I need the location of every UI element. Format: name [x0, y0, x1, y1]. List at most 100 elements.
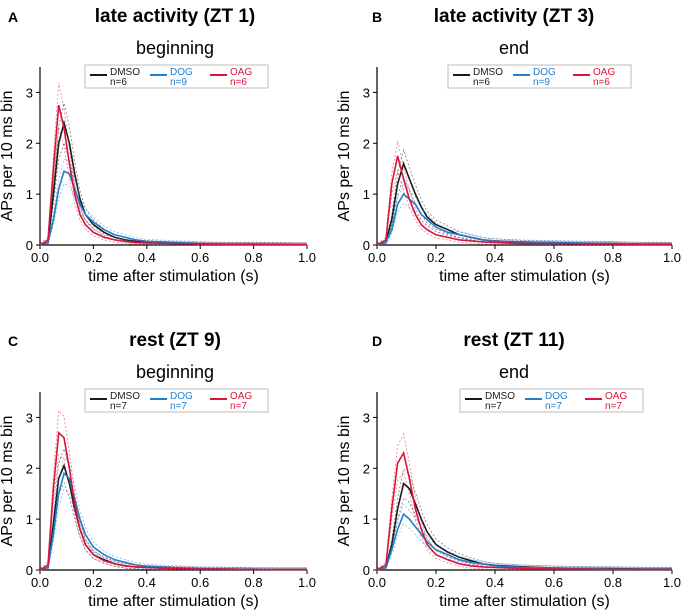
- legend-label-oag: OAG: [230, 391, 252, 402]
- series-oag-line: [39, 430, 307, 571]
- legend-n-dog: n=9: [170, 77, 187, 88]
- series-oag-upper-bound: [376, 141, 672, 244]
- series-dmso-lower-bound: [39, 141, 307, 246]
- y-tick-label: 1: [363, 187, 370, 202]
- y-tick-label: 1: [363, 512, 370, 527]
- x-tick-label: 1.0: [298, 575, 316, 590]
- series-oag-upper-bound: [39, 82, 307, 244]
- x-tick-label: 0.0: [31, 575, 49, 590]
- x-tick-label: 0.2: [427, 250, 445, 265]
- y-axis-label: APs per 10 ms bin: [336, 416, 353, 547]
- legend-label-dmso: DMSO: [485, 391, 515, 402]
- legend-box: [447, 64, 632, 89]
- x-tick-label: 0.2: [427, 575, 445, 590]
- series-dog-line: [376, 192, 672, 246]
- panel-title: rest (ZT 9): [129, 330, 221, 351]
- series-oag-upper-bound: [376, 432, 672, 569]
- y-tick-label: 1: [26, 512, 33, 527]
- legend-n-dmso: n=6: [110, 77, 127, 88]
- x-tick-label: 0.4: [138, 250, 156, 265]
- legend-label-oag: OAG: [593, 67, 615, 78]
- legend-box: [84, 64, 269, 89]
- series-dog-lower-bound: [39, 488, 307, 571]
- series-oag-lower-bound: [39, 127, 307, 246]
- x-tick-label: 0.8: [245, 575, 263, 590]
- x-tick-label: 0.4: [138, 575, 156, 590]
- y-axis-label: APs per 10 ms bin: [336, 91, 353, 222]
- panel-letter: C: [8, 333, 18, 349]
- x-axis-label: time after stimulation (s): [88, 593, 259, 610]
- panel-subtitle: end: [499, 362, 529, 382]
- y-tick-label: 0: [363, 563, 370, 578]
- x-tick-label: 0.0: [31, 250, 49, 265]
- x-tick-label: 1.0: [663, 250, 681, 265]
- legend-n-dog: n=7: [545, 401, 562, 412]
- y-axis-label: APs per 10 ms bin: [0, 91, 16, 222]
- y-axis-label: APs per 10 ms bin: [0, 416, 16, 547]
- x-tick-label: 0.4: [486, 250, 504, 265]
- panel-title: late activity (ZT 3): [434, 6, 595, 27]
- legend-label-dmso: DMSO: [110, 391, 140, 402]
- y-tick-label: 0: [26, 238, 33, 253]
- legend-label-oag: OAG: [605, 391, 627, 402]
- legend-label-dog: DOG: [170, 391, 193, 402]
- y-tick-label: 3: [26, 85, 33, 100]
- x-tick-label: 0.6: [191, 250, 209, 265]
- legend-label-oag: OAG: [230, 67, 252, 78]
- series-dmso-lower-bound: [376, 176, 672, 246]
- panel-letter: D: [372, 333, 382, 349]
- panel-title: late activity (ZT 1): [95, 6, 256, 27]
- legend-n-dog: n=7: [170, 401, 187, 412]
- panel-letter: B: [372, 9, 382, 25]
- x-axis-label: time after stimulation (s): [88, 268, 259, 285]
- series-dmso-upper-bound: [39, 103, 307, 244]
- y-tick-label: 2: [363, 461, 370, 476]
- legend-n-oag: n=7: [230, 401, 247, 412]
- series-dmso-upper-bound: [376, 468, 672, 569]
- legend-n-oag: n=6: [593, 77, 610, 88]
- series-oag-line: [376, 450, 672, 571]
- series-oag-lower-bound: [39, 454, 307, 571]
- panel-letter: A: [8, 9, 18, 25]
- y-tick-label: 3: [363, 410, 370, 425]
- legend-label-dog: DOG: [170, 67, 193, 78]
- x-tick-label: 1.0: [298, 250, 316, 265]
- legend-n-dmso: n=7: [110, 401, 127, 412]
- x-axis-label: time after stimulation (s): [439, 268, 610, 285]
- panel-subtitle: beginning: [136, 38, 214, 58]
- x-axis-label: time after stimulation (s): [439, 593, 610, 610]
- panel-title: rest (ZT 11): [463, 330, 564, 351]
- y-tick-label: 2: [26, 461, 33, 476]
- series-dmso-line: [39, 119, 307, 246]
- y-tick-label: 1: [26, 187, 33, 202]
- y-tick-label: 3: [26, 410, 33, 425]
- series-oag-upper-bound: [39, 409, 307, 569]
- y-tick-label: 3: [363, 85, 370, 100]
- x-tick-label: 0.8: [604, 575, 622, 590]
- legend-label-dog: DOG: [545, 391, 568, 402]
- x-tick-label: 1.0: [663, 575, 681, 590]
- y-tick-label: 2: [363, 136, 370, 151]
- series-oag-line: [39, 104, 307, 246]
- legend-n-dog: n=9: [533, 77, 550, 88]
- series-dmso-line: [376, 161, 672, 246]
- x-tick-label: 0.4: [486, 575, 504, 590]
- series-oag-lower-bound: [376, 471, 672, 571]
- series-oag-lower-bound: [376, 169, 672, 246]
- x-tick-label: 0.0: [368, 250, 386, 265]
- panel-subtitle: end: [499, 38, 529, 58]
- legend-label-dmso: DMSO: [110, 67, 140, 78]
- series-dog-upper-bound: [39, 456, 307, 569]
- legend-n-dmso: n=6: [473, 77, 490, 88]
- legend-box: [459, 388, 644, 413]
- x-tick-label: 0.6: [545, 575, 563, 590]
- x-tick-label: 0.8: [604, 250, 622, 265]
- x-tick-label: 0.6: [545, 250, 563, 265]
